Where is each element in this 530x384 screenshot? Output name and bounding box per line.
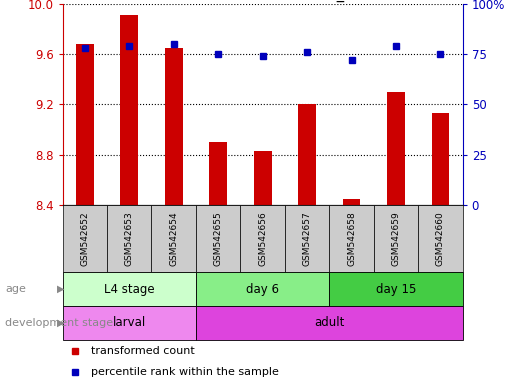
Bar	[196, 205, 241, 272]
Bar	[120, 15, 138, 205]
Text: larval: larval	[112, 316, 146, 329]
Text: GSM542656: GSM542656	[258, 211, 267, 266]
Bar	[241, 205, 285, 272]
Bar	[254, 151, 271, 205]
Bar	[196, 272, 329, 306]
Text: ▶: ▶	[57, 318, 65, 328]
Bar	[431, 113, 449, 205]
Text: day 15: day 15	[376, 283, 416, 296]
Bar	[152, 205, 196, 272]
Bar	[63, 272, 196, 306]
Text: GSM542652: GSM542652	[80, 211, 89, 266]
Text: GSM542658: GSM542658	[347, 211, 356, 266]
Bar	[298, 104, 316, 205]
Bar	[165, 48, 182, 205]
Text: GSM542655: GSM542655	[214, 211, 223, 266]
Bar	[196, 306, 463, 340]
Bar	[329, 205, 374, 272]
Text: GSM542657: GSM542657	[303, 211, 312, 266]
Text: development stage: development stage	[5, 318, 113, 328]
Text: age: age	[5, 284, 26, 294]
Text: adult: adult	[314, 316, 344, 329]
Title: GDS3943 / AFFX-BioB-3_at: GDS3943 / AFFX-BioB-3_at	[166, 0, 359, 2]
Text: GSM542653: GSM542653	[125, 211, 134, 266]
Bar	[387, 92, 405, 205]
Bar	[107, 205, 152, 272]
Text: L4 stage: L4 stage	[104, 283, 155, 296]
Text: GSM542654: GSM542654	[169, 211, 178, 266]
Bar	[76, 44, 94, 205]
Text: ▶: ▶	[57, 284, 65, 294]
Bar	[374, 205, 418, 272]
Text: transformed count: transformed count	[91, 346, 195, 356]
Text: percentile rank within the sample: percentile rank within the sample	[91, 367, 278, 377]
Text: GSM542660: GSM542660	[436, 211, 445, 266]
Bar	[63, 205, 107, 272]
Bar	[329, 272, 463, 306]
Bar	[342, 199, 360, 205]
Text: day 6: day 6	[246, 283, 279, 296]
Text: GSM542659: GSM542659	[392, 211, 401, 266]
Bar	[63, 306, 196, 340]
Bar	[285, 205, 329, 272]
Bar	[209, 142, 227, 205]
Bar	[418, 205, 463, 272]
